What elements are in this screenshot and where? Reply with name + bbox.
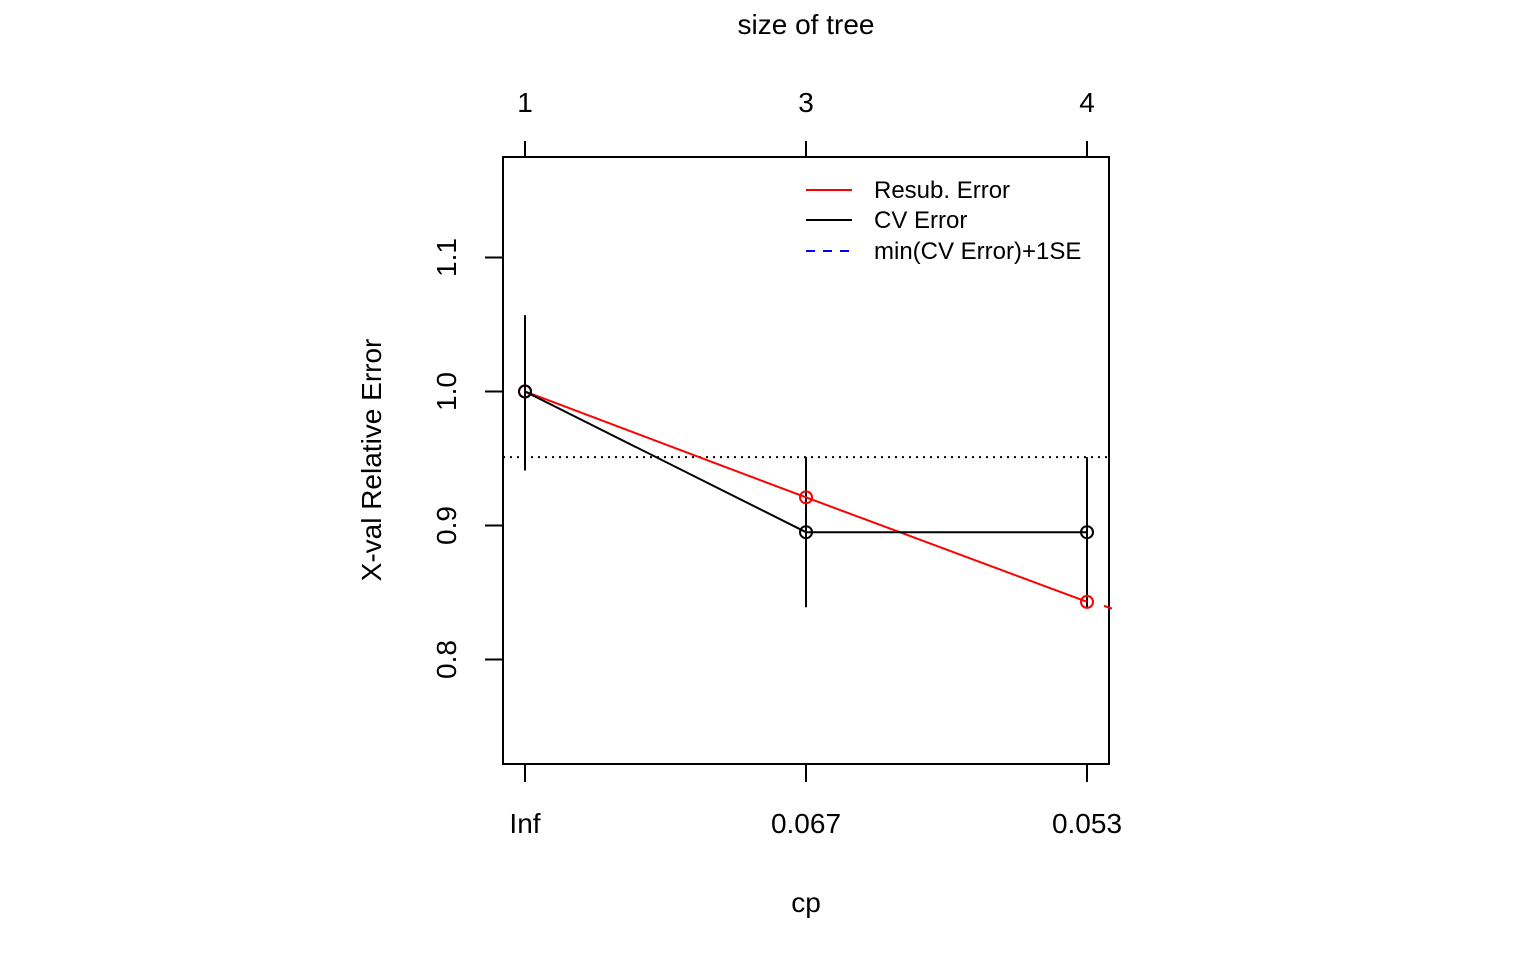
resub-error-continuation xyxy=(1103,604,1113,610)
cv-error-line xyxy=(524,390,1087,534)
y-axis: 0.8 0.9 1.0 1.1 xyxy=(431,238,503,679)
y-axis-title: X-val Relative Error xyxy=(356,339,387,582)
errorbar-layer xyxy=(524,315,1088,608)
y-tick-label: 0.9 xyxy=(431,506,462,545)
resub-error-point xyxy=(799,490,813,505)
resub-error-point xyxy=(1080,594,1094,609)
top-axis: 1 3 4 xyxy=(517,87,1095,157)
legend-label: CV Error xyxy=(874,207,967,234)
y-tick-label: 1.0 xyxy=(431,372,462,411)
top-tick-label: 4 xyxy=(1079,87,1095,118)
y-tick-label: 0.8 xyxy=(431,640,462,679)
x-axis: Inf 0.067 0.053 xyxy=(509,764,1122,839)
resub-error-line xyxy=(524,390,1088,603)
top-tick-label: 1 xyxy=(517,87,533,118)
cv-error-point xyxy=(518,384,532,399)
legend: Resub. Error CV Error min(CV Error)+1SE xyxy=(806,177,1081,265)
x-tick-label: 0.067 xyxy=(771,808,841,839)
series-layer xyxy=(518,384,1113,610)
cv-error-point xyxy=(1080,525,1094,540)
x-tick-label: Inf xyxy=(509,808,540,839)
legend-label: min(CV Error)+1SE xyxy=(874,238,1081,265)
cv-error-point xyxy=(799,525,813,540)
x-axis-title: cp xyxy=(791,887,821,918)
top-axis-title: size of tree xyxy=(738,9,875,40)
legend-label: Resub. Error xyxy=(874,177,1010,204)
y-tick-label: 1.1 xyxy=(431,238,462,277)
x-tick-label: 0.053 xyxy=(1052,808,1122,839)
top-tick-label: 3 xyxy=(798,87,814,118)
